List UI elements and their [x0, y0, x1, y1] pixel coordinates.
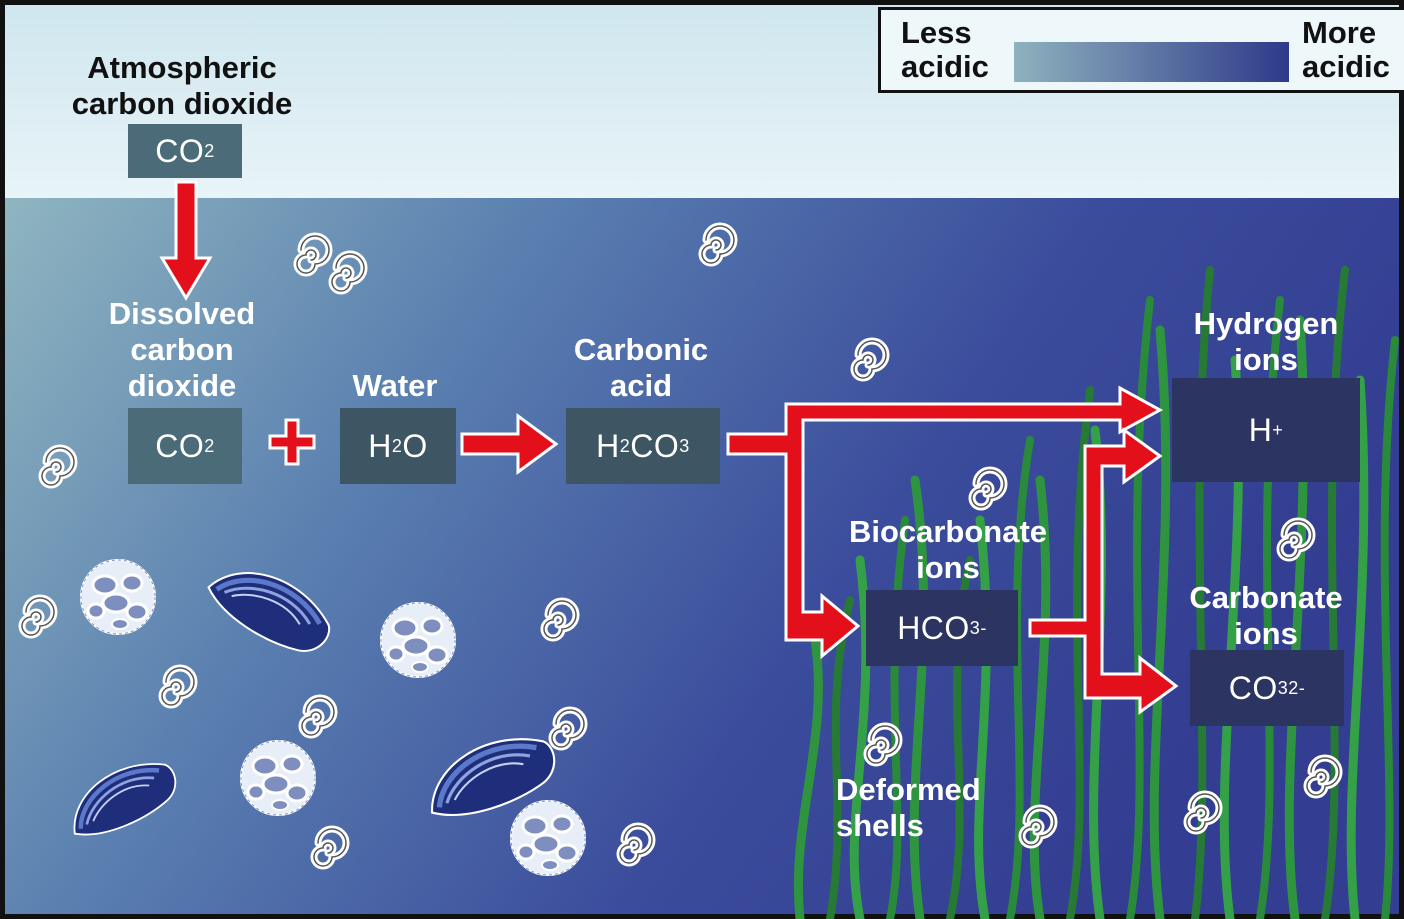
label-dissolved-co2: Dissolved carbon dioxide: [108, 296, 256, 403]
label-biocarbonate-ions: Biocarbonate ions: [848, 514, 1048, 585]
legend-less: Less acidic: [901, 15, 989, 84]
label-deformed-shells: Deformed shells: [836, 772, 981, 843]
label-hydrogen-ions: Hydrogen ions: [1193, 306, 1339, 377]
label-atmospheric-co2: Atmospheric carbon dioxide: [71, 50, 293, 121]
box-co2-dissolved: CO 2: [128, 408, 242, 484]
arrow-dissolve: [159, 180, 213, 301]
box-h2co3: H 2 CO 3: [566, 408, 720, 484]
arrow-to-carbonic: [460, 413, 559, 475]
reaction-arrows: [159, 180, 1179, 715]
arrow-split-2: [1028, 427, 1179, 715]
label-carbonate-ions: Carbonate ions: [1189, 580, 1343, 651]
label-carbonic-acid: Carbonic acid: [573, 332, 709, 403]
box-co2-atmospheric: CO 2: [128, 124, 242, 178]
acidity-legend: Less acidic More acidic: [878, 7, 1404, 93]
acidity-gradient-bar: [1014, 42, 1289, 82]
box-hco3: HCO 3-: [866, 590, 1018, 666]
box-h-plus: H +: [1172, 378, 1360, 482]
plus-sign: [268, 418, 316, 466]
arrow-split: [726, 385, 1164, 660]
box-co3: CO 3 2-: [1190, 650, 1344, 726]
label-water: Water: [352, 368, 438, 403]
sea: [0, 198, 1404, 919]
legend-more: More acidic: [1302, 15, 1390, 84]
